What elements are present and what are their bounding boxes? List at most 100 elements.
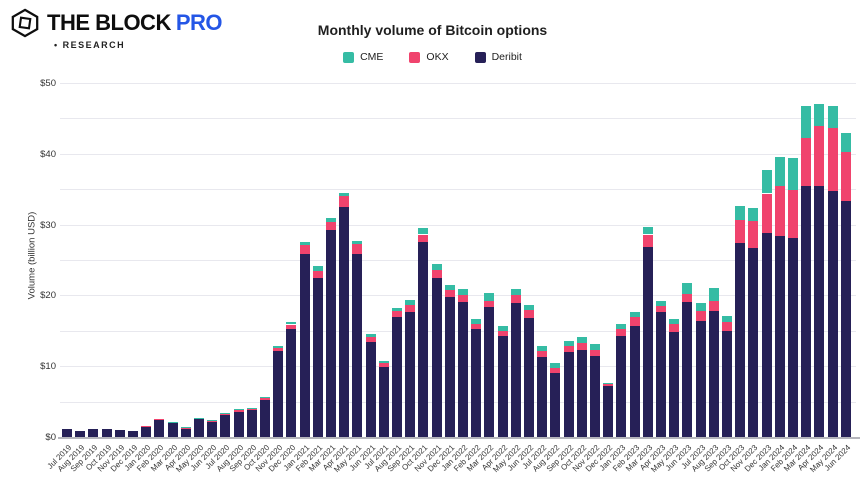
bar-jul-2019[interactable] — [62, 428, 72, 437]
bar-segment-cme — [207, 420, 218, 421]
bar-feb-2021[interactable] — [312, 265, 323, 437]
bar-sep-2021[interactable] — [405, 299, 416, 437]
bar-segment-deribit — [141, 426, 152, 437]
legend-item-deribit[interactable]: Deribit — [474, 51, 522, 63]
bar-sep-2019[interactable] — [88, 429, 99, 437]
bar-sep-2022[interactable] — [563, 340, 574, 437]
bar-sep-2020[interactable] — [246, 408, 257, 437]
bar-segment-deribit — [405, 311, 416, 437]
bar-nov-2019[interactable] — [114, 429, 125, 437]
bar-jun-2021[interactable] — [365, 334, 376, 437]
bar-dec-2021[interactable] — [444, 284, 455, 437]
bar-mar-2021[interactable] — [326, 217, 336, 437]
bar-apr-2022[interactable] — [497, 325, 508, 437]
bar-segment-deribit — [207, 421, 218, 437]
bar-dec-2023[interactable] — [761, 170, 772, 437]
bar-apr-2023[interactable] — [656, 300, 666, 437]
bar-segment-cme — [378, 361, 389, 364]
bar-segment-okx — [326, 221, 336, 231]
bar-segment-deribit — [669, 332, 680, 437]
bar-may-2021[interactable] — [352, 240, 363, 437]
bar-segment-deribit — [642, 247, 653, 437]
bar-may-2024[interactable] — [827, 106, 838, 437]
bar-aug-2021[interactable] — [392, 308, 402, 437]
bar-segment-cme — [233, 409, 244, 411]
bar-dec-2019[interactable] — [128, 430, 138, 437]
bar-segment-okx — [392, 310, 402, 318]
bar-mar-2020[interactable] — [167, 422, 178, 437]
bar-nov-2023[interactable] — [748, 207, 759, 437]
bar-segment-cme — [405, 299, 416, 306]
bar-segment-okx — [669, 323, 680, 333]
bar-segment-cme — [458, 289, 468, 295]
bar-feb-2020[interactable] — [154, 419, 165, 437]
bar-jan-2023[interactable] — [616, 324, 627, 437]
bar-feb-2022[interactable] — [471, 318, 482, 437]
bar-segment-deribit — [484, 307, 495, 437]
bar-jul-2023[interactable] — [695, 302, 706, 437]
bar-aug-2020[interactable] — [233, 409, 244, 437]
bar-aug-2023[interactable] — [708, 287, 719, 437]
bar-segment-okx — [273, 347, 284, 352]
bar-segment-okx — [458, 294, 468, 302]
bar-oct-2022[interactable] — [576, 336, 587, 437]
bar-dec-2022[interactable] — [603, 383, 614, 437]
bar-feb-2024[interactable] — [788, 158, 798, 437]
bar-sep-2023[interactable] — [722, 315, 732, 437]
bar-segment-deribit — [774, 235, 785, 437]
bar-nov-2022[interactable] — [590, 344, 600, 437]
bar-jun-2020[interactable] — [207, 420, 218, 437]
bar-oct-2023[interactable] — [735, 206, 746, 437]
bar-segment-deribit — [128, 430, 138, 437]
bar-mar-2024[interactable] — [801, 106, 812, 437]
bar-dec-2020[interactable] — [286, 321, 297, 437]
bar-aug-2022[interactable] — [550, 363, 561, 437]
bar-oct-2020[interactable] — [260, 396, 270, 437]
bar-jan-2021[interactable] — [299, 241, 310, 437]
bar-mar-2023[interactable] — [642, 227, 653, 437]
bar-may-2023[interactable] — [669, 318, 680, 437]
bar-apr-2024[interactable] — [814, 103, 825, 437]
bar-segment-deribit — [194, 419, 204, 437]
bar-segment-okx — [682, 293, 693, 303]
bar-segment-deribit — [458, 301, 468, 437]
bar-mar-2022[interactable] — [484, 293, 495, 437]
bar-aug-2019[interactable] — [75, 431, 86, 437]
bar-feb-2023[interactable] — [629, 312, 640, 437]
bar-jan-2024[interactable] — [774, 156, 785, 437]
bar-oct-2019[interactable] — [101, 429, 112, 437]
bar-jul-2022[interactable] — [537, 346, 548, 437]
legend-item-okx[interactable]: OKX — [409, 51, 449, 63]
bar-jan-2022[interactable] — [458, 289, 468, 437]
bar-may-2020[interactable] — [194, 417, 204, 437]
bar-segment-okx — [590, 349, 600, 356]
bar-nov-2020[interactable] — [273, 346, 284, 437]
bar-segment-cme — [788, 158, 798, 190]
bar-segment-okx — [431, 269, 442, 279]
bar-segment-cme — [444, 284, 455, 291]
bar-oct-2021[interactable] — [418, 228, 429, 437]
bar-segment-okx — [814, 125, 825, 186]
the-block-cube-icon — [11, 8, 39, 38]
bar-nov-2021[interactable] — [431, 264, 442, 437]
bar-segment-deribit — [75, 431, 86, 437]
bar-segment-cme — [524, 304, 534, 310]
the-block-pro-logo[interactable]: THE BLOCK PRO • RESEARCH — [10, 8, 223, 50]
bar-jun-2022[interactable] — [524, 304, 534, 437]
bar-apr-2020[interactable] — [180, 427, 191, 437]
bar-jun-2023[interactable] — [682, 283, 693, 437]
bar-segment-okx — [352, 244, 363, 254]
bar-jul-2020[interactable] — [220, 412, 231, 437]
bar-segment-deribit — [827, 191, 838, 437]
bar-segment-cme — [761, 170, 772, 194]
legend-item-cme[interactable]: CME — [343, 51, 383, 63]
bar-segment-okx — [603, 384, 614, 387]
bar-jul-2021[interactable] — [378, 361, 389, 437]
bar-segment-okx — [735, 219, 746, 243]
bar-jun-2024[interactable] — [840, 132, 851, 437]
bar-may-2022[interactable] — [510, 289, 521, 437]
bar-segment-okx — [788, 190, 798, 239]
bar-segment-deribit — [616, 336, 627, 437]
bar-jan-2020[interactable] — [141, 425, 152, 437]
bar-apr-2021[interactable] — [339, 192, 350, 437]
